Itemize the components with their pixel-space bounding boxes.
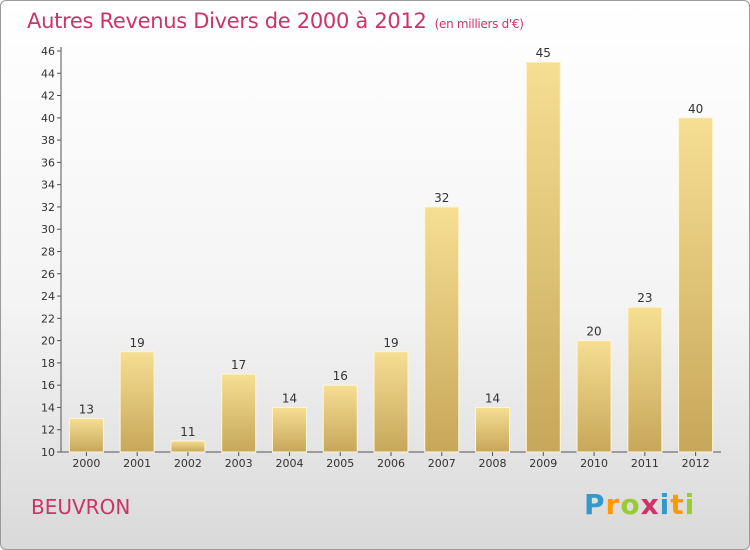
bar: [271, 406, 307, 453]
y-tick-label: 20: [41, 335, 55, 348]
bar-value-label: 32: [434, 191, 449, 205]
bar: [525, 61, 561, 453]
x-tick-label: 2004: [275, 457, 303, 470]
x-tick-label: 2003: [225, 457, 253, 470]
y-tick-label: 14: [41, 401, 55, 414]
y-tick-label: 44: [41, 67, 55, 80]
bar-value-label: 23: [637, 291, 652, 305]
logo-letter: x: [640, 488, 660, 521]
y-tick-label: 46: [41, 45, 55, 58]
chart-unit: (en milliers d'€): [434, 17, 524, 31]
bar-value-label: 14: [282, 391, 297, 405]
x-tick-label: 2012: [682, 457, 710, 470]
chart-title-text: Autres Revenus Divers de 2000 à 2012: [27, 9, 427, 33]
proxiti-logo[interactable]: Proxiti: [584, 488, 695, 521]
y-tick-label: 28: [41, 246, 55, 259]
logo-letter: i: [684, 488, 696, 521]
bar-value-label: 45: [536, 46, 551, 60]
x-tick-label: 2000: [72, 457, 100, 470]
y-tick-label: 40: [41, 112, 55, 125]
bar: [373, 351, 409, 453]
x-tick-label: 2002: [174, 457, 202, 470]
bar-value-label: 13: [79, 403, 94, 417]
x-tick-label: 2008: [479, 457, 507, 470]
y-tick-label: 22: [41, 312, 55, 325]
bar-value-label: 14: [485, 391, 500, 405]
bar-value-label: 40: [688, 102, 703, 116]
y-tick-label: 30: [41, 223, 55, 236]
x-tick-label: 2009: [529, 457, 557, 470]
x-tick-label: 2001: [123, 457, 151, 470]
y-tick-label: 36: [41, 156, 55, 169]
x-tick-label: 2005: [326, 457, 354, 470]
bar: [627, 306, 663, 453]
y-tick-label: 32: [41, 201, 55, 214]
bar: [576, 340, 612, 453]
logo-letter: P: [584, 488, 606, 521]
bar-value-label: 19: [383, 336, 398, 350]
y-tick-label: 34: [41, 179, 55, 192]
x-tick-label: 2010: [580, 457, 608, 470]
bar-value-label: 11: [180, 425, 195, 439]
y-tick-label: 38: [41, 134, 55, 147]
commune-name: BEUVRON: [31, 495, 131, 519]
y-tick-label: 18: [41, 357, 55, 370]
y-tick-label: 16: [41, 379, 55, 392]
bar-value-label: 17: [231, 358, 246, 372]
x-tick-label: 2006: [377, 457, 405, 470]
bar-value-label: 16: [333, 369, 348, 383]
bar: [475, 406, 511, 453]
x-tick-label: 2011: [631, 457, 659, 470]
y-tick-label: 10: [41, 446, 55, 459]
logo-letter: r: [605, 488, 621, 521]
y-tick-label: 24: [41, 290, 55, 303]
chart-title: Autres Revenus Divers de 2000 à 2012 (en …: [27, 9, 524, 33]
logo-letter: o: [620, 488, 641, 521]
bar: [322, 384, 358, 453]
bar: [68, 418, 104, 453]
logo-letter: t: [670, 488, 685, 521]
logo-letter: i: [659, 488, 671, 521]
bar: [221, 373, 257, 453]
bar: [678, 117, 714, 453]
y-tick-label: 12: [41, 424, 55, 437]
x-tick-label: 2007: [428, 457, 456, 470]
y-tick-label: 42: [41, 90, 55, 103]
bar: [119, 351, 155, 453]
bar-value-label: 19: [130, 336, 145, 350]
bar: [170, 440, 206, 453]
bar: [424, 206, 460, 453]
y-tick-label: 26: [41, 268, 55, 281]
bar-value-label: 20: [586, 325, 601, 339]
